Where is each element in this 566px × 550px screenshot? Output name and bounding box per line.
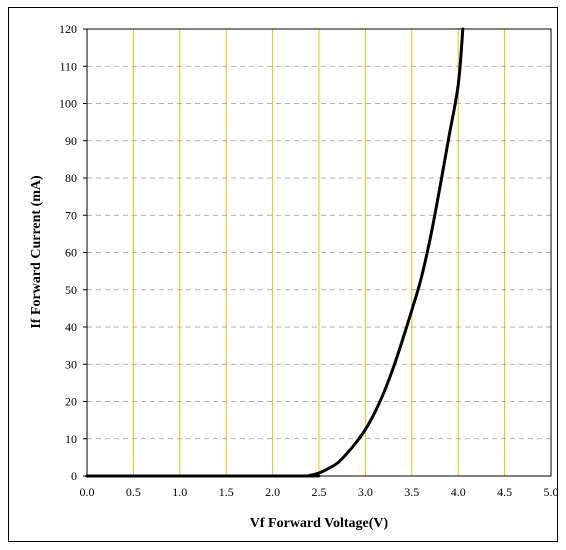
y-tick-label: 70	[65, 208, 77, 222]
y-tick-label: 50	[65, 283, 77, 297]
x-tick-label: 2.0	[265, 485, 280, 499]
y-tick-label: 80	[65, 171, 77, 185]
x-axis-ticks: 0.0 0.5 1.0 1.5 2.0 2.5 3.0 3.5 4.0 4.5 5.0	[80, 485, 559, 499]
series-curve	[85, 27, 465, 478]
x-tick-label: 0.5	[126, 485, 141, 499]
y-tick-label: 0	[71, 469, 77, 483]
y-tick-label: 40	[65, 320, 77, 334]
x-tick-label: 4.5	[497, 485, 512, 499]
chart-frame	[8, 7, 558, 542]
y-tick-label: 110	[59, 59, 77, 73]
y-tick-label: 120	[59, 22, 77, 36]
y-tick-label: 90	[65, 134, 77, 148]
y-tick-label: 30	[65, 357, 77, 371]
x-tick-label: 5.0	[544, 485, 559, 499]
x-tick-label: 1.5	[219, 485, 234, 499]
x-axis-label: Vf Forward Voltage(V)	[250, 516, 389, 531]
x-tick-label: 1.0	[172, 485, 187, 499]
y-tick-label: 10	[65, 432, 77, 446]
x-tick-label: 0.0	[80, 485, 95, 499]
y-tick-label: 60	[65, 246, 77, 260]
y-tick-label: 100	[59, 97, 77, 111]
x-tick-label: 3.5	[404, 485, 419, 499]
y-axis-ticks: 0 10 20 30 40 50 60 70 80 90 100 110 120	[59, 22, 87, 483]
x-tick-label: 4.0	[451, 485, 466, 499]
y-tick-label: 20	[65, 395, 77, 409]
y-axis-label: If Forward Current (mA)	[29, 175, 44, 329]
x-tick-label: 2.5	[312, 485, 327, 499]
x-tick-label: 3.0	[358, 485, 373, 499]
